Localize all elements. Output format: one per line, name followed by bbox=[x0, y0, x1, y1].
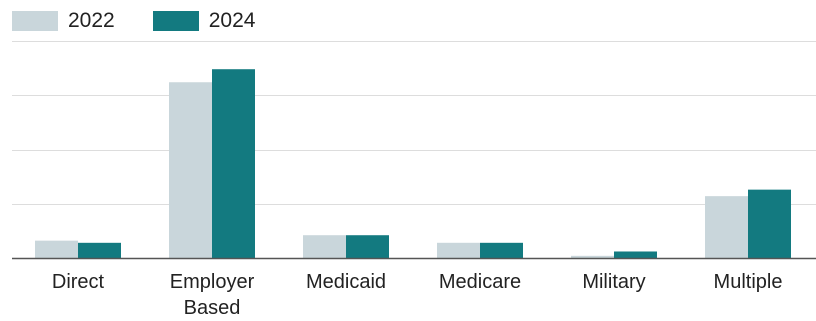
legend-swatch-2022 bbox=[12, 11, 58, 31]
legend-swatch-2024 bbox=[152, 11, 199, 31]
bar-2024-medicare bbox=[480, 242, 523, 258]
bar-2022-direct bbox=[35, 240, 78, 258]
bar-2022-medicare bbox=[437, 242, 480, 258]
x-tick-label: Employer Based bbox=[170, 271, 255, 319]
legend-item-2024: 2024 bbox=[152, 9, 256, 33]
bar-2024-employer-based bbox=[212, 69, 255, 259]
bar-2024-direct bbox=[78, 242, 121, 258]
legend-label-2022: 2022 bbox=[68, 9, 115, 32]
x-tick-label: Military bbox=[582, 271, 645, 293]
x-tick-label: Direct bbox=[52, 271, 105, 293]
x-tick-label: Multiple bbox=[714, 271, 783, 293]
legend: 2022 2024 bbox=[12, 6, 293, 36]
legend-item-2022: 2022 bbox=[12, 9, 115, 33]
bar-2022-military bbox=[571, 255, 614, 258]
x-tick-label: Medicare bbox=[439, 271, 521, 293]
x-tick-label: Medicaid bbox=[306, 271, 386, 293]
legend-label-2024: 2024 bbox=[208, 9, 256, 32]
bar-2024-multiple bbox=[748, 189, 791, 258]
bar-2022-multiple bbox=[705, 196, 748, 258]
bar-2024-medicaid bbox=[346, 235, 389, 258]
bar-2024-military bbox=[614, 251, 657, 258]
bar-2022-employer-based bbox=[169, 82, 212, 258]
bar-2022-medicaid bbox=[303, 235, 346, 258]
